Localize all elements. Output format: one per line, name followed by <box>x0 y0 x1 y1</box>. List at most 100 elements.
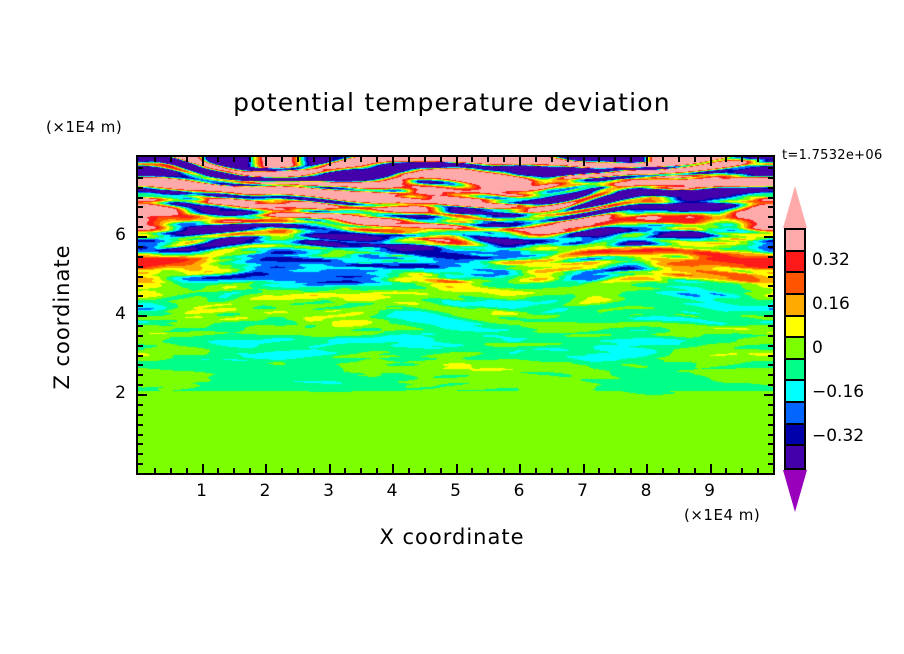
x-tick <box>741 157 743 162</box>
x-tick <box>503 157 505 162</box>
x-tick <box>725 157 727 162</box>
y-tick <box>768 226 773 228</box>
y-tick <box>138 335 143 337</box>
colorbar-tick-label: −0.32 <box>812 426 865 446</box>
x-tick <box>329 464 331 473</box>
y-tick <box>138 384 143 386</box>
colorbar-band <box>786 446 804 468</box>
y-tick <box>768 374 773 376</box>
y-tick <box>138 355 143 357</box>
x-tick-label: 6 <box>513 481 525 501</box>
x-tick <box>694 157 696 162</box>
y-tick <box>764 394 773 396</box>
y-axis-title: Z coordinate <box>50 244 74 390</box>
colorbar-tick-label: −0.16 <box>812 382 865 402</box>
y-tick <box>768 276 773 278</box>
page-title: potential temperature deviation <box>233 88 671 117</box>
y-tick <box>138 285 143 287</box>
x-tick <box>297 157 299 162</box>
x-tick <box>662 468 664 473</box>
x-tick <box>297 468 299 473</box>
colorbar-band <box>786 403 804 425</box>
y-tick <box>138 345 143 347</box>
x-tick-label: 8 <box>640 481 652 501</box>
y-tick <box>138 276 143 278</box>
x-tick <box>344 468 346 473</box>
y-tick <box>138 394 147 396</box>
x-tick <box>440 157 442 162</box>
x-tick <box>757 468 759 473</box>
x-tick <box>424 157 426 162</box>
x-tick-label: 3 <box>323 481 334 501</box>
x-tick <box>519 157 521 166</box>
y-tick <box>768 246 773 248</box>
y-tick <box>138 453 143 455</box>
x-tick <box>630 157 632 162</box>
x-tick <box>186 157 188 162</box>
y-tick-label: 6 <box>115 225 126 245</box>
y-tick <box>768 295 773 297</box>
y-tick <box>138 434 143 436</box>
x-tick <box>678 157 680 162</box>
x-tick-label: 7 <box>577 481 588 501</box>
y-tick <box>768 177 773 179</box>
y-tick <box>768 216 773 218</box>
x-tick-label: 2 <box>259 481 271 501</box>
y-tick <box>138 187 143 189</box>
x-tick <box>424 468 426 473</box>
x-tick <box>265 157 267 166</box>
x-tick <box>186 468 188 473</box>
x-tick <box>710 464 712 473</box>
y-tick <box>138 364 143 366</box>
y-tick <box>768 285 773 287</box>
x-tick <box>567 468 569 473</box>
x-tick-label: 9 <box>704 481 715 501</box>
y-tick <box>768 384 773 386</box>
colorbar-band <box>786 381 804 403</box>
x-tick <box>535 157 537 162</box>
x-tick <box>487 468 489 473</box>
colorbar-band <box>786 230 804 252</box>
y-tick-label: 4 <box>115 304 126 324</box>
x-tick <box>265 464 267 473</box>
x-tick <box>202 464 204 473</box>
x-tick <box>154 468 156 473</box>
x-tick <box>344 157 346 162</box>
y-tick <box>768 197 773 199</box>
x-tick <box>313 157 315 162</box>
x-tick <box>487 157 489 162</box>
y-tick <box>768 364 773 366</box>
x-tick <box>567 157 569 162</box>
x-tick-label: 4 <box>386 481 398 501</box>
x-tick <box>170 157 172 162</box>
colorbar-band <box>786 294 804 317</box>
x-tick <box>583 464 585 473</box>
y-tick <box>764 315 773 317</box>
y-tick <box>768 187 773 189</box>
colorbar <box>784 228 806 470</box>
colorbar-band <box>786 338 804 360</box>
x-tick <box>154 157 156 162</box>
x-tick <box>217 157 219 162</box>
x-tick <box>456 464 458 473</box>
y-tick <box>768 424 773 426</box>
x-tick <box>281 468 283 473</box>
y-tick <box>138 424 143 426</box>
x-tick <box>471 157 473 162</box>
y-tick <box>768 463 773 465</box>
colorbar-under-arrow <box>783 470 807 512</box>
x-tick <box>614 157 616 162</box>
x-axis-title: X coordinate <box>379 525 525 549</box>
colorbar-band <box>786 251 804 274</box>
contour-plot-area <box>136 155 775 475</box>
x-tick <box>710 157 712 166</box>
y-tick <box>138 305 143 307</box>
x-tick <box>329 157 331 166</box>
x-tick <box>662 157 664 162</box>
x-tick <box>630 468 632 473</box>
x-tick <box>741 468 743 473</box>
y-tick <box>768 335 773 337</box>
x-tick <box>408 157 410 162</box>
x-tick <box>519 464 521 473</box>
x-tick <box>551 468 553 473</box>
